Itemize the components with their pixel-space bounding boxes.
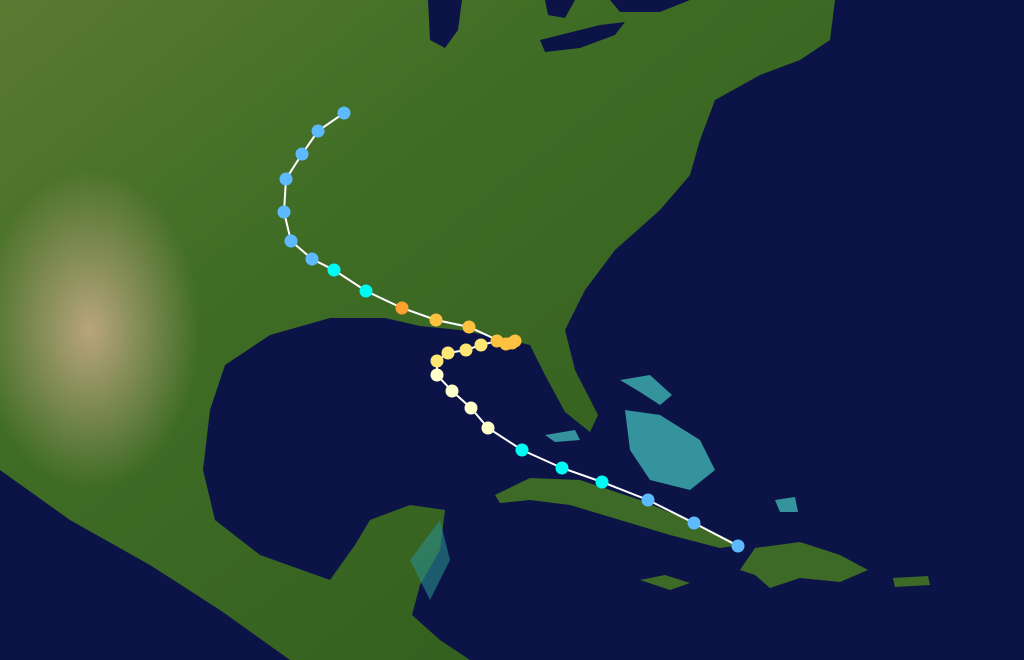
great-lakes — [428, 0, 690, 52]
track-point — [595, 475, 609, 489]
yucatan-shelf — [410, 520, 450, 600]
track-point — [430, 354, 444, 368]
track-point — [731, 539, 745, 553]
track-point — [429, 313, 443, 327]
track-point — [555, 461, 569, 475]
track-point — [430, 368, 444, 382]
track-point — [395, 301, 409, 315]
track-point — [515, 443, 529, 457]
desert — [0, 170, 200, 490]
track-point — [459, 343, 473, 357]
track-point — [311, 124, 325, 138]
track-point — [687, 516, 701, 530]
track-point — [464, 401, 478, 415]
hispaniola — [740, 542, 868, 588]
puerto-rico — [893, 576, 930, 587]
track-point — [337, 106, 351, 120]
jamaica — [640, 575, 690, 590]
track-point — [445, 384, 459, 398]
track-point — [508, 334, 522, 348]
track-point — [474, 338, 488, 352]
track-point — [359, 284, 373, 298]
track-point — [284, 234, 298, 248]
track-point — [279, 172, 293, 186]
bahamas-banks — [545, 375, 798, 512]
track-point — [305, 252, 319, 266]
track-point — [327, 263, 341, 277]
track-point — [462, 320, 476, 334]
track-point — [481, 421, 495, 435]
track-point — [277, 205, 291, 219]
cuba — [495, 478, 740, 548]
track-point — [441, 346, 455, 360]
track-points — [277, 106, 745, 553]
track-point — [295, 147, 309, 161]
track-point — [641, 493, 655, 507]
north-america — [0, 0, 835, 660]
